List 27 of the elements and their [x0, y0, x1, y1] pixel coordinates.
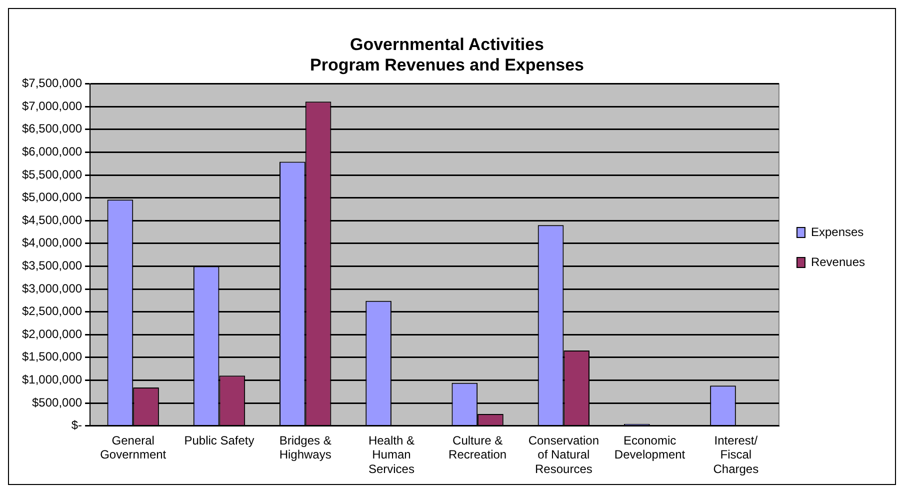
- y-tick-label: $3,000,000: [22, 281, 82, 296]
- legend-label: Revenues: [810, 254, 866, 269]
- x-tick-label: Public Safety: [184, 433, 254, 448]
- legend-label: Expenses: [810, 224, 864, 239]
- y-tick-label: $5,500,000: [22, 167, 82, 182]
- x-tick-label: Interest/ Fiscal Charges: [713, 433, 759, 476]
- y-tick-label: $5,000,000: [22, 190, 82, 204]
- y-tick-label: $6,000,000: [22, 144, 82, 159]
- x-tick-label: Economic Development: [614, 433, 686, 462]
- y-tick-label: $1,000,000: [22, 372, 82, 387]
- chart-title: Governmental Activities Program Revenues and Expenses: [310, 34, 584, 74]
- x-tick-label: Health & Human Services: [368, 433, 414, 476]
- y-tick-label: $2,500,000: [22, 304, 82, 318]
- y-tick-label: $500,000: [32, 395, 82, 410]
- y-tick-label: $2,000,000: [22, 326, 82, 341]
- y-tick-label: $4,500,000: [22, 212, 82, 227]
- y-tick-label: $7,500,000: [22, 76, 82, 90]
- x-tick-label: Bridges & Highways: [279, 433, 332, 462]
- x-tick-label: Culture & Recreation: [448, 433, 507, 462]
- y-tick-label: $-: [71, 418, 82, 432]
- y-tick-label: $4,000,000: [22, 236, 82, 250]
- y-tick-label: $3,500,000: [22, 258, 82, 273]
- x-tick-label: Conservation of Natural Resources: [528, 433, 600, 476]
- y-tick-label: $1,500,000: [22, 350, 82, 364]
- x-tick-label: General Government: [100, 433, 167, 462]
- y-tick-label: $6,500,000: [22, 122, 82, 136]
- y-tick-label: $7,000,000: [22, 98, 82, 113]
